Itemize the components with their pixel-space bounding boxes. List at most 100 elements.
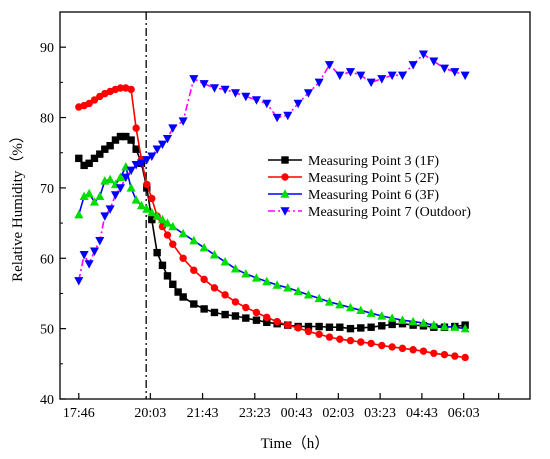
data-point [79,251,89,260]
data-point [84,260,94,269]
data-point [115,184,126,193]
data-point [89,247,100,256]
data-point [157,214,167,224]
x-tick-label: 03:23 [364,406,396,421]
data-point [147,152,157,162]
data-point [387,313,397,322]
data-point [284,321,292,329]
data-point [397,71,408,81]
y-tick-label: 80 [40,112,54,127]
data-point [85,159,93,167]
data-point [335,71,345,81]
data-point [157,140,167,150]
data-point [189,75,199,84]
data-point [336,323,344,331]
data-point [398,344,407,353]
data-point [408,61,418,70]
data-point [281,173,289,181]
data-point [460,323,470,333]
data-point [100,212,110,221]
data-point [377,311,387,320]
data-point [262,276,272,286]
y-axis: 40 50 60 70 80 90 [40,41,66,408]
data-point [283,111,293,121]
data-point [231,312,240,320]
y-tick-label: 40 [40,393,54,408]
data-point [75,154,83,163]
data-point [345,302,355,312]
data-point [200,275,208,284]
legend-label: Measuring Point 5 (2F) [308,171,439,186]
data-point [418,50,429,59]
legend: Measuring Point 3 (1F) Measuring Point 5 … [268,154,471,220]
data-point [293,99,303,109]
data-point [199,80,209,89]
data-point [209,84,220,93]
data-point [315,330,323,338]
data-point [105,205,115,214]
x-tick-label: 21:43 [187,406,219,421]
data-point [178,228,188,238]
data-point [263,313,271,322]
data-point [283,283,293,292]
data-point [162,218,173,227]
data-point [336,335,344,343]
data-point [314,293,324,303]
data-point [190,300,198,308]
data-point [199,242,209,252]
data-point [221,310,229,319]
data-point [439,64,449,74]
data-point [174,288,182,296]
data-point [367,339,375,348]
x-axis: 17:46 20:03 21:43 23:23 00:43 02:03 03:23 04:43… [63,393,500,421]
data-point [461,353,469,362]
data-point [293,286,303,296]
data-point [262,99,272,109]
data-point [241,92,251,102]
data-point [74,209,84,219]
data-point [169,280,177,289]
data-point [397,315,408,324]
data-point [158,261,167,270]
data-point [378,322,386,330]
data-point [303,89,314,98]
data-point [131,195,141,204]
data-point [303,290,314,299]
data-point [280,207,290,216]
x-tick-label: 04:43 [406,406,438,421]
data-point [136,159,147,169]
data-point [440,350,449,359]
data-point [325,333,334,341]
y-tick-label: 60 [40,252,54,267]
data-point [127,136,135,144]
data-point [356,305,366,315]
legend-label: Measuring Point 3 (1F) [308,154,439,169]
data-point [418,318,429,327]
data-point [110,191,120,200]
x-tick-label: 06:03 [448,406,480,421]
data-point [143,180,151,189]
data-point [95,236,105,246]
data-point [366,308,376,317]
data-point [439,321,449,331]
data-point [84,188,94,198]
data-point [74,277,84,286]
data-point [451,352,459,360]
data-point [142,204,152,213]
data-point [450,68,460,77]
data-point [142,156,152,165]
data-point [324,297,335,306]
x-tick-label: 00:43 [281,406,313,421]
data-point [429,320,439,329]
data-point [169,240,177,248]
data-point [162,134,173,144]
data-point [419,347,428,355]
data-point [132,145,140,153]
data-point [324,61,335,70]
series-2 [75,84,469,362]
data-point [210,284,219,292]
x-axis-title: Time（h） [261,435,330,452]
y-tick-label: 50 [40,323,54,338]
data-point [230,264,241,273]
data-point [388,320,396,329]
